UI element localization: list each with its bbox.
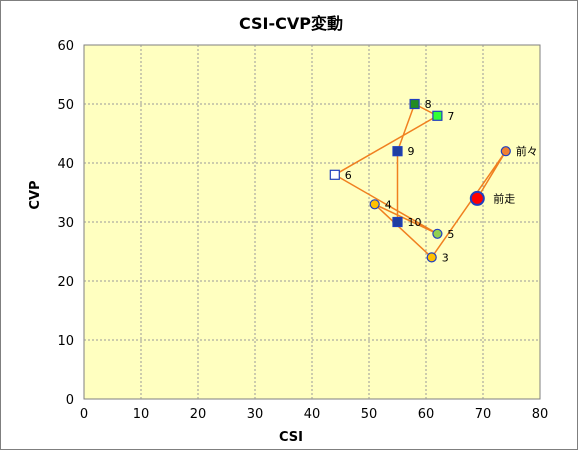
label-layer: 前走 前々 3 4 5 6 7 8 9 10 — [345, 98, 538, 264]
data-point — [329, 169, 340, 180]
series-line — [333, 102, 507, 259]
data-point — [500, 146, 511, 157]
data-point — [369, 199, 380, 210]
grid-layer — [84, 45, 540, 399]
data-point — [432, 110, 443, 121]
x-tick-label: 40 — [304, 407, 321, 422]
line-layer — [333, 102, 507, 259]
data-label: 前々 — [516, 144, 538, 158]
data-point — [392, 146, 403, 157]
x-axis-title: CSI — [279, 430, 303, 445]
x-tick-label: 70 — [475, 407, 492, 422]
data-point — [426, 252, 437, 263]
y-tick-label: 30 — [57, 216, 74, 231]
data-point — [432, 228, 443, 239]
data-label: 前走 — [493, 191, 515, 205]
data-label: 7 — [447, 110, 454, 123]
y-axis-title: CVP — [28, 180, 43, 209]
tick-layer: 0 10 20 30 40 50 60 70 80 0 10 20 30 40 50 60 — [57, 39, 548, 422]
x-tick-label: 0 — [80, 407, 88, 422]
y-tick-label: 0 — [66, 393, 74, 408]
data-label: 10 — [408, 216, 422, 229]
x-tick-label: 60 — [418, 407, 435, 422]
x-tick-label: 20 — [190, 407, 207, 422]
data-label: 9 — [408, 145, 415, 158]
y-tick-label: 20 — [57, 275, 74, 290]
y-tick-label: 10 — [57, 334, 74, 349]
point-layer — [329, 98, 511, 263]
data-label: 4 — [385, 198, 392, 211]
data-label: 3 — [442, 251, 449, 264]
x-tick-label: 50 — [361, 407, 378, 422]
data-label: 8 — [425, 98, 432, 111]
y-tick-label: 40 — [57, 157, 74, 172]
data-label: 5 — [447, 228, 454, 241]
chart-title: CSI-CVP変動 — [239, 14, 343, 33]
data-point — [392, 216, 403, 228]
data-point — [409, 98, 420, 110]
y-tick-label: 60 — [57, 39, 74, 54]
x-tick-label: 30 — [247, 407, 264, 422]
y-tick-label: 50 — [57, 98, 74, 113]
x-tick-label: 80 — [532, 407, 549, 422]
data-label: 6 — [345, 169, 352, 182]
data-point — [469, 190, 485, 206]
x-tick-label: 10 — [133, 407, 150, 422]
